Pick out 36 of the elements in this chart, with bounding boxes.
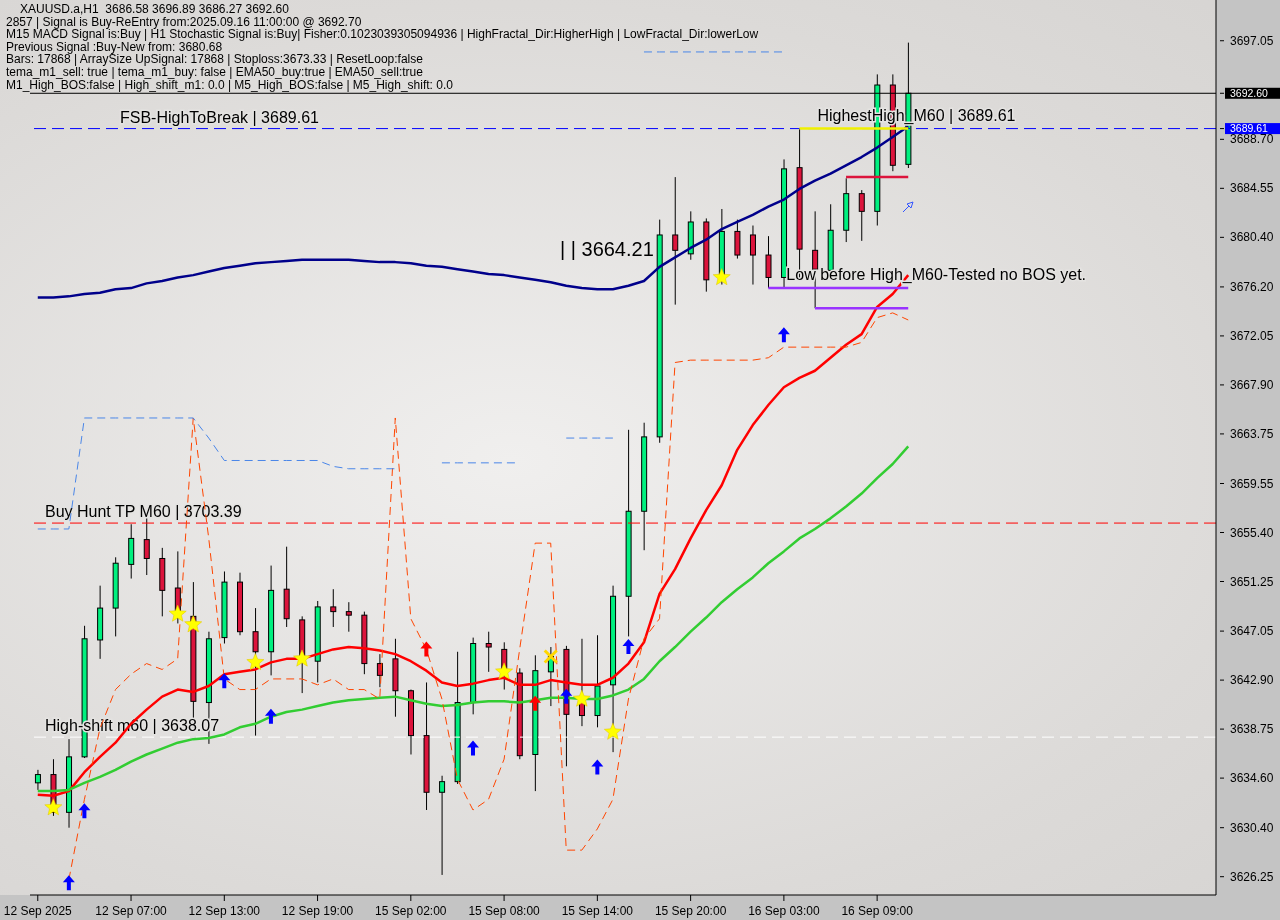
x-tick-label: 16 Sep 03:00 — [748, 904, 820, 918]
y-tick-label: 3642.90 — [1230, 673, 1274, 688]
annotation: | | 3664.21 — [560, 238, 654, 261]
y-tick-label: 3667.90 — [1230, 377, 1274, 392]
ref-line-label: Buy Hunt TP M60 | 3703.39 — [45, 503, 242, 521]
y-tick-label: 3663.75 — [1230, 426, 1274, 441]
y-tick-label: 3659.55 — [1230, 476, 1274, 491]
y-tick-label: 3672.05 — [1230, 328, 1274, 343]
y-tick-label: 3680.40 — [1230, 230, 1274, 245]
y-tick-label: 3689.61 — [1230, 122, 1269, 135]
y-tick-label: 3630.40 — [1230, 820, 1274, 835]
x-tick-label: 12 Sep 19:00 — [281, 904, 354, 918]
y-tick-label: 3638.75 — [1230, 722, 1274, 737]
x-tick-label: 15 Sep 08:00 — [468, 904, 541, 918]
x-tick-label: 12 Sep 2025 — [3, 904, 73, 918]
ref-line-label: FSB-HighToBreak | 3689.61 — [120, 108, 320, 126]
y-tick-label: 3651.25 — [1230, 574, 1274, 589]
annotation: Bars: 17868 | ArraySize UpSignal: 17868 | Stoploss:3673.33 | ResetLoop:false — [6, 52, 424, 67]
y-tick-label: 3697.05 — [1230, 33, 1274, 48]
annotation: M1_High_BOS:false | High_shift_m1: 0.0 | M5_High_BOS:false | M5_High_shift: 0.0 — [6, 77, 454, 92]
y-tick-label: 3634.60 — [1230, 771, 1274, 786]
y-tick-label: 3626.25 — [1230, 869, 1274, 884]
y-tick-label: 3647.05 — [1230, 624, 1274, 639]
chart-title: XAUUSD.a,H1 3686.58 3696.89 3686.27 3692.60 — [19, 2, 290, 16]
y-tick-label: 3692.60 — [1230, 86, 1269, 99]
x-tick-label: 15 Sep 02:00 — [375, 904, 447, 918]
y-tick-label: 3688.70 — [1230, 132, 1274, 147]
x-tick-label: 12 Sep 07:00 — [95, 904, 168, 918]
annotation: 2857 | Signal is Buy-ReEntry from:2025.09.16 11:00:00 @ 3692.70 — [6, 14, 362, 29]
x-tick-label: 12 Sep 13:00 — [188, 904, 261, 918]
y-tick-label: 3676.20 — [1230, 279, 1274, 294]
y-tick-label: 3684.55 — [1230, 181, 1274, 196]
y-tick-label: 3655.40 — [1230, 525, 1274, 540]
x-tick-label: 16 Sep 09:00 — [841, 904, 914, 918]
x-tick-label: 15 Sep 14:00 — [561, 904, 634, 918]
x-tick-label: 15 Sep 20:00 — [654, 904, 727, 918]
